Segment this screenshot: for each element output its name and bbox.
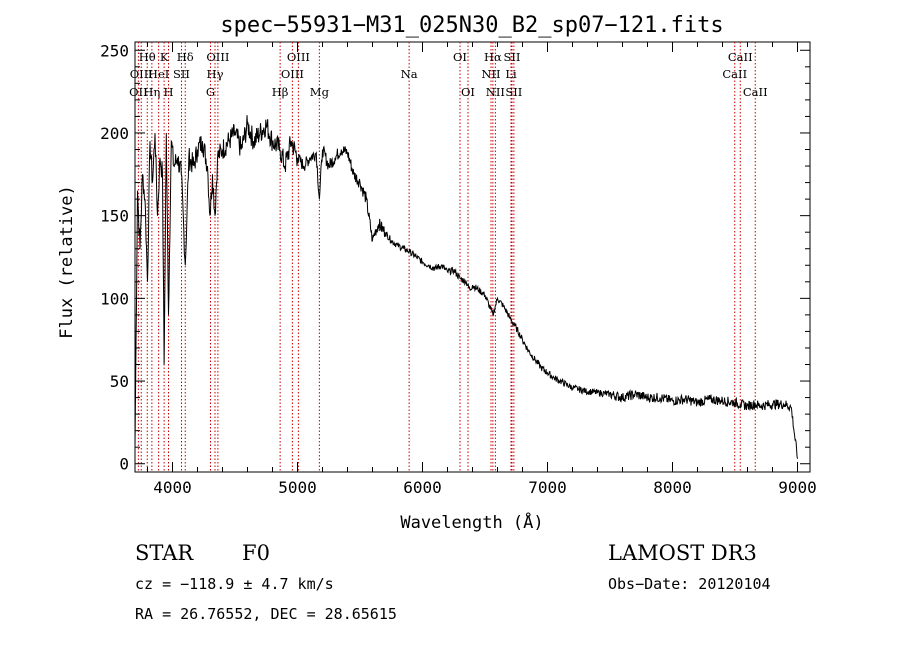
- object-class: STAR: [135, 541, 194, 565]
- line-marker-label-15: Mg: [310, 85, 330, 99]
- line-marker-label-14: OIII: [287, 50, 310, 64]
- observation-date: Obs−Date: 20120104: [608, 575, 771, 593]
- line-marker-label-10: Hγ: [207, 67, 224, 81]
- coordinates: RA = 26.76552, DEC = 28.65615: [135, 605, 397, 623]
- survey-name: LAMOST DR3: [608, 541, 757, 565]
- x-tick-label-5: 9000: [778, 478, 817, 497]
- object-subclass: F0: [242, 541, 270, 565]
- y-tick-label-4: 200: [100, 124, 129, 143]
- line-marker-label-7: SII: [173, 67, 190, 81]
- x-tick-label-3: 7000: [528, 478, 567, 497]
- x-axis-title: Wavelength (Å): [400, 511, 543, 533]
- line-marker-label-2: Hθ: [139, 50, 156, 64]
- spectral-line-labels: OIIOIIIHθHηHeIKHSIIHδGHγOIIIHβOIIIOIIIMg…: [129, 50, 768, 99]
- y-tick-label-0: 0: [119, 455, 129, 474]
- line-marker-label-13: OIII: [281, 67, 304, 81]
- x-tick-label-0: 4000: [153, 478, 192, 497]
- line-marker-label-0: OII: [129, 85, 148, 99]
- x-tick-label-1: 5000: [278, 478, 317, 497]
- y-tick-label-3: 150: [100, 207, 129, 226]
- line-marker-label-20: Hα: [484, 50, 502, 64]
- y-axis-title: Flux (relative): [57, 185, 77, 339]
- chart-title: spec−55931−M31_025N30_B2_sp07−121.fits: [220, 13, 723, 38]
- x-tick-label-2: 6000: [403, 478, 442, 497]
- line-marker-label-23: SII: [504, 50, 521, 64]
- y-tick-label-2: 100: [100, 289, 129, 308]
- line-marker-label-5: K: [160, 50, 169, 64]
- line-marker-label-16: Na: [401, 67, 418, 81]
- spectral-line-markers: [137, 42, 756, 472]
- line-marker-label-11: OIII: [206, 50, 229, 64]
- plot-frame: [134, 41, 811, 473]
- line-marker-label-24: SII: [505, 85, 522, 99]
- y-axis-ticks: 0 50 100 150 200 250: [100, 41, 810, 474]
- line-marker-label-12: Hβ: [272, 85, 289, 99]
- redshift-velocity: cz = −118.9 ± 4.7 km/s: [135, 575, 334, 593]
- line-marker-label-18: OI: [461, 85, 475, 99]
- x-axis-ticks: 4000 5000 6000 7000 8000 9000: [147, 42, 817, 497]
- line-marker-label-21: NII: [486, 85, 505, 99]
- line-marker-label-27: CaII: [743, 85, 768, 99]
- line-marker-label-19: NII: [481, 67, 500, 81]
- line-marker-label-1: OIII: [130, 67, 153, 81]
- line-marker-label-9: G: [206, 85, 215, 99]
- line-marker-label-6: H: [163, 85, 173, 99]
- line-marker-label-26: CaII: [728, 50, 753, 64]
- y-tick-label-5: 250: [100, 41, 129, 60]
- line-marker-label-22: Li: [505, 67, 517, 81]
- line-marker-label-3: Hη: [143, 85, 160, 99]
- line-marker-label-8: Hδ: [177, 50, 194, 64]
- line-marker-label-17: OI: [453, 50, 467, 64]
- x-tick-label-4: 8000: [653, 478, 692, 497]
- line-marker-label-25: CaII: [722, 67, 747, 81]
- y-tick-label-1: 50: [110, 372, 129, 391]
- flux-series-line: [134, 115, 798, 459]
- line-marker-label-4: HeI: [148, 67, 169, 81]
